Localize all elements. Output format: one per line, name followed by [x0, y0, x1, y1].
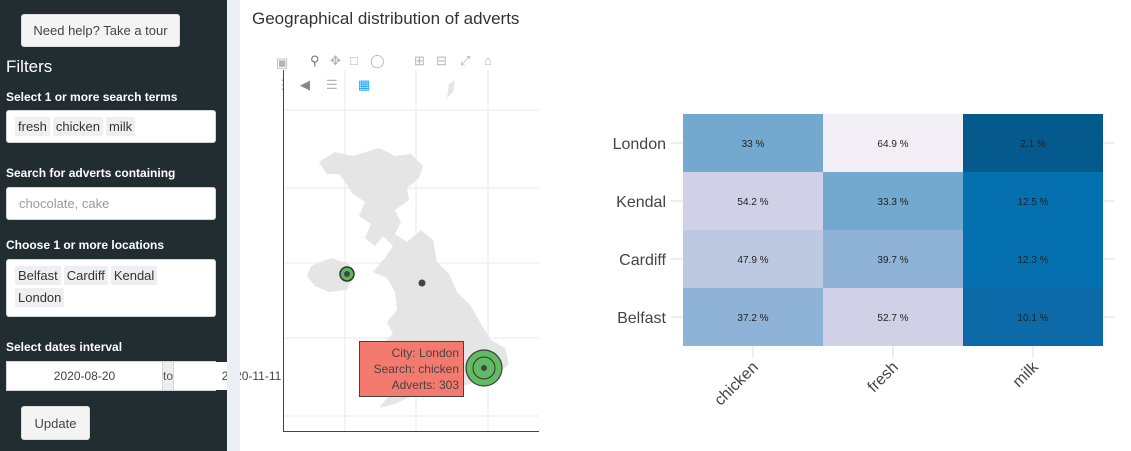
reset-icon[interactable]: ⌂ [484, 53, 492, 68]
dates-label: Select dates interval [6, 340, 123, 354]
adverts-search-field[interactable] [6, 187, 216, 220]
adverts-search-label: Search for adverts containing [6, 166, 176, 180]
heatmap-cell[interactable] [823, 288, 963, 346]
date-range: to [6, 361, 330, 391]
heatmap-cell[interactable] [823, 172, 963, 230]
cell-label: 10.1 % [1017, 313, 1048, 324]
cell-label: 33 % [742, 139, 765, 150]
hover-compare-icon[interactable]: ☰ [326, 77, 338, 92]
plotly-logo-icon[interactable]: ▦ [358, 77, 371, 92]
y-tick-label: Belfast [617, 310, 666, 327]
x-tick-label: milk [1010, 358, 1043, 391]
tooltip-city: City: London [391, 346, 459, 360]
search-terms-label: Select 1 or more search terms [6, 90, 178, 104]
locations-select[interactable]: Belfast Cardiff Kendal London [6, 259, 216, 317]
start-date-input[interactable] [7, 362, 162, 390]
heatmap-cell[interactable] [963, 230, 1103, 288]
take-tour-button[interactable]: Need help? Take a tour [21, 14, 180, 47]
zoom-icon[interactable]: ⚲ [310, 53, 320, 68]
camera-icon[interactable]: ▣ [276, 55, 289, 70]
heatmap-cell[interactable] [823, 230, 963, 288]
map-marker-london[interactable] [465, 349, 503, 387]
cell-label: 39.7 % [877, 255, 908, 266]
heatmap-cell[interactable] [963, 288, 1103, 346]
location-chip[interactable]: Kendal [110, 266, 158, 285]
hover-tooltip: City: London Search: chicken Adverts: 30… [359, 341, 464, 397]
cell-label: 12.5 % [1017, 197, 1048, 208]
pan-icon[interactable]: ✥ [330, 53, 341, 68]
adverts-search-input[interactable] [7, 188, 215, 219]
filters-title: Filters [6, 57, 53, 76]
cell-label: 2.1 % [1020, 139, 1046, 150]
search-term-chip[interactable]: milk [105, 117, 136, 136]
location-chip[interactable]: London [15, 288, 65, 307]
heatmap-cell[interactable] [963, 172, 1103, 230]
heatmap-cell[interactable] [683, 172, 823, 230]
box-select-icon[interactable]: □ [350, 53, 358, 68]
y-tick-label: Cardiff [619, 252, 666, 269]
search-term-chip[interactable]: fresh [15, 117, 50, 136]
x-tick-label: fresh [865, 359, 902, 396]
location-chip[interactable]: Belfast [15, 266, 61, 285]
heatmap-chart[interactable]: London 33 % 64.9 % 2.1 % Kendal 54.2 % 33.3 % 1… [580, 100, 1120, 440]
map-marker-kendal[interactable] [418, 279, 426, 287]
hover-closest-icon[interactable]: ◀ [300, 77, 310, 92]
heatmap-cell[interactable] [683, 230, 823, 288]
cell-label: 52.7 % [877, 313, 908, 324]
cell-label: 12.3 % [1017, 255, 1048, 266]
tooltip-search: Search: chicken [373, 362, 459, 376]
zoom-in-icon[interactable]: ⊞ [414, 53, 425, 68]
cell-label: 54.2 % [737, 197, 768, 208]
search-term-chip[interactable]: chicken [52, 117, 103, 136]
cell-label: 37.2 % [737, 313, 768, 324]
location-chip[interactable]: Cardiff [63, 266, 108, 285]
search-terms-select[interactable]: fresh chicken milk [6, 110, 216, 143]
heatmap-cell[interactable] [823, 114, 963, 172]
x-tick-label: chicken [711, 359, 761, 409]
sidebar: Need help? Take a tour Filters Select 1 … [0, 0, 330, 451]
end-date-input[interactable] [174, 362, 330, 390]
map-marker-belfast[interactable] [339, 266, 355, 282]
y-tick-label: London [613, 136, 666, 153]
cell-label: 64.9 % [877, 139, 908, 150]
heatmap-cell[interactable] [963, 114, 1103, 172]
cell-label: 33.3 % [877, 197, 908, 208]
y-tick-label: Kendal [616, 194, 666, 211]
spike-lines-icon[interactable]: ⋮ [276, 77, 289, 92]
heatmap-cell[interactable] [683, 288, 823, 346]
update-button[interactable]: Update [21, 406, 90, 440]
page-title: Geographical distribution of adverts [252, 9, 520, 28]
content-gutter [227, 0, 240, 451]
map-axes [283, 70, 539, 432]
tooltip-adverts: Adverts: 303 [391, 378, 459, 392]
autoscale-icon[interactable]: ⤢ [460, 53, 471, 68]
zoom-out-icon[interactable]: ⊟ [436, 53, 447, 68]
locations-label: Choose 1 or more locations [6, 238, 165, 252]
date-separator: to [162, 362, 175, 390]
cell-label: 47.9 % [737, 255, 768, 266]
heatmap-cell[interactable] [683, 114, 823, 172]
lasso-icon[interactable]: ◯ [370, 53, 385, 68]
